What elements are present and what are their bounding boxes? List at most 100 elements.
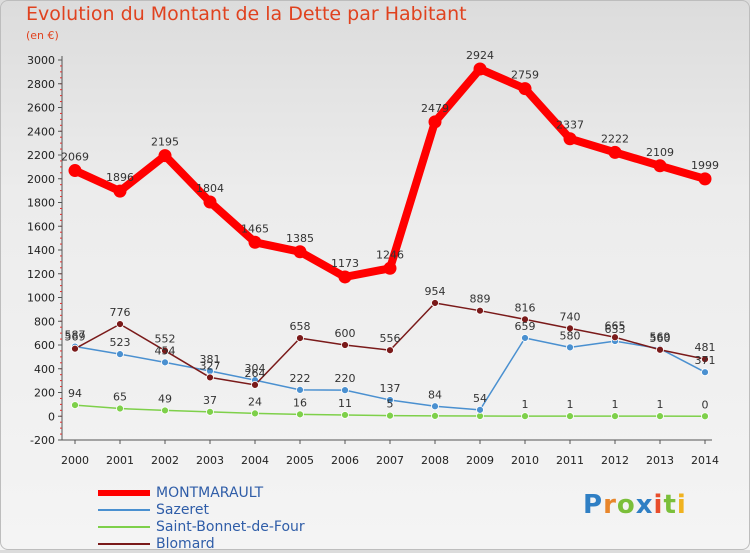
- x-tick-label: 2008: [421, 454, 449, 467]
- x-tick-label: 2011: [556, 454, 584, 467]
- x-tick-label: 2006: [331, 454, 359, 467]
- y-tick-label: 1200: [27, 268, 55, 281]
- data-label-sazeret: 137: [380, 382, 401, 395]
- data-label-sazeret: 587: [65, 329, 86, 342]
- data-point-montmarault: [383, 261, 397, 275]
- chart-title: Evolution du Montant de la Dette par Hab…: [26, 3, 467, 25]
- data-label-montmarault: 2109: [646, 146, 674, 159]
- data-label-blomard: 327: [200, 359, 221, 372]
- data-label-blomard: 776: [110, 306, 131, 319]
- data-point-blomard: [251, 380, 259, 389]
- data-label-montmarault: 1999: [691, 159, 719, 172]
- data-label-saint-bonnet-de-four: 37: [203, 394, 217, 407]
- data-point-blomard: [296, 334, 304, 343]
- data-label-montmarault: 2195: [151, 136, 179, 149]
- data-point-montmarault: [293, 245, 307, 259]
- data-point-saint-bonnet-de-four: [566, 412, 574, 421]
- x-tick-label: 2012: [601, 454, 629, 467]
- data-point-sazeret: [476, 405, 484, 414]
- data-label-blomard: 552: [155, 333, 176, 346]
- data-label-blomard: 954: [425, 285, 446, 298]
- x-tick-label: 2002: [151, 454, 179, 467]
- data-point-montmarault: [518, 82, 532, 96]
- y-tick-label: 200: [34, 387, 55, 400]
- x-tick-label: 2007: [376, 454, 404, 467]
- data-point-sazeret: [701, 368, 709, 377]
- data-label-saint-bonnet-de-four: 16: [293, 396, 307, 409]
- y-tick-label: 400: [34, 363, 55, 376]
- data-point-sazeret: [566, 343, 574, 352]
- x-tick-label: 2003: [196, 454, 224, 467]
- legend-swatch: [98, 490, 150, 496]
- data-point-blomard: [386, 346, 394, 355]
- y-tick-label: 2200: [27, 149, 55, 162]
- data-point-saint-bonnet-de-four: [386, 411, 394, 420]
- data-point-blomard: [566, 324, 574, 333]
- data-point-montmarault: [608, 145, 622, 159]
- y-tick-label: 1000: [27, 292, 55, 305]
- data-label-sazeret: 523: [110, 336, 131, 349]
- data-label-blomard: 600: [335, 327, 356, 340]
- data-label-blomard: 481: [695, 341, 716, 354]
- data-point-saint-bonnet-de-four: [296, 410, 304, 419]
- data-point-blomard: [431, 299, 439, 307]
- data-point-blomard: [116, 320, 124, 329]
- legend-label: Blomard: [156, 536, 215, 552]
- data-label-saint-bonnet-de-four: 5: [387, 398, 394, 411]
- data-label-sazeret: 580: [560, 329, 581, 342]
- data-label-blomard: 665: [605, 319, 626, 332]
- data-label-sazeret: 222: [290, 372, 311, 385]
- data-point-blomard: [521, 315, 529, 324]
- x-tick-label: 2009: [466, 454, 494, 467]
- y-tick-label: 1600: [27, 220, 55, 233]
- data-label-saint-bonnet-de-four: 0: [702, 398, 709, 411]
- data-label-sazeret: 381: [200, 353, 221, 366]
- data-point-blomard: [341, 341, 349, 349]
- data-label-blomard: 569: [65, 331, 86, 344]
- x-tick-label: 2001: [106, 454, 134, 467]
- data-point-blomard: [206, 373, 214, 382]
- data-point-blomard: [476, 306, 484, 315]
- y-tick-label: -200: [30, 434, 55, 447]
- data-point-sazeret: [341, 386, 349, 395]
- data-point-montmarault: [68, 164, 82, 178]
- data-label-blomard: 658: [290, 320, 311, 333]
- data-point-saint-bonnet-de-four: [251, 409, 259, 418]
- data-point-saint-bonnet-de-four: [206, 407, 214, 416]
- data-point-sazeret: [386, 396, 394, 404]
- data-label-saint-bonnet-de-four: 1: [522, 398, 529, 411]
- y-tick-label: 2400: [27, 125, 55, 138]
- x-tick-label: 2014: [691, 454, 719, 467]
- data-label-saint-bonnet-de-four: 94: [68, 387, 82, 400]
- proxiti-logo: Proxiti: [583, 490, 687, 520]
- data-point-montmarault: [698, 172, 712, 186]
- data-label-montmarault: 2759: [511, 69, 539, 82]
- data-point-saint-bonnet-de-four: [431, 411, 439, 420]
- axes: -200020040060080010001200140016001800200…: [27, 54, 719, 467]
- data-label-sazeret: 454: [155, 344, 176, 357]
- data-point-blomard: [161, 346, 169, 355]
- data-point-montmarault: [563, 132, 577, 146]
- data-label-sazeret: 569: [650, 331, 671, 344]
- data-label-blomard: 556: [380, 332, 401, 345]
- data-label-montmarault: 1804: [196, 182, 224, 195]
- data-point-saint-bonnet-de-four: [161, 406, 169, 415]
- data-point-blomard: [71, 344, 79, 353]
- data-label-montmarault: 2069: [61, 151, 89, 164]
- legend-label: Sazeret: [156, 502, 209, 518]
- data-point-montmarault: [653, 159, 667, 173]
- data-point-montmarault: [248, 235, 262, 249]
- data-point-saint-bonnet-de-four: [611, 412, 619, 421]
- chart-subtitle: (en €): [26, 29, 59, 42]
- data-label-montmarault: 2479: [421, 102, 449, 115]
- data-point-sazeret: [116, 350, 124, 359]
- data-label-montmarault: 1465: [241, 222, 269, 235]
- data-point-montmarault: [428, 115, 442, 129]
- legend-label: MONTMARAULT: [156, 485, 264, 501]
- data-label-sazeret: 54: [473, 392, 487, 405]
- x-tick-label: 2000: [61, 454, 89, 467]
- y-tick-label: 2000: [27, 173, 55, 186]
- data-point-blomard: [656, 345, 664, 354]
